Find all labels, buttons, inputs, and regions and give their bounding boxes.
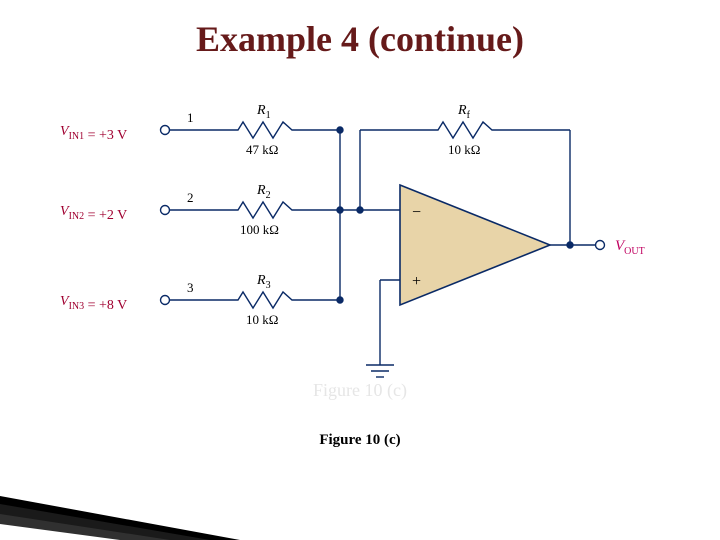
vin3-label: VIN3 = +8 V — [60, 294, 127, 313]
r2-value: 100 kΩ — [240, 222, 279, 237]
figure-watermark: Figure 10 (c) — [0, 380, 720, 401]
node-3-label: 3 — [187, 280, 194, 295]
circuit-diagram: VIN1 = +3 V 1 VIN2 = +2 V 2 VIN3 = +8 V … — [60, 90, 680, 400]
page-title: Example 4 (continue) — [0, 18, 720, 60]
r3-value: 10 kΩ — [246, 312, 278, 327]
corner-wedge-decoration — [0, 470, 300, 540]
vin2-label: VIN2 = +2 V — [60, 204, 127, 223]
figure-caption: Figure 10 (c) — [0, 432, 720, 449]
node-2-label: 2 — [187, 190, 194, 205]
vin1-label: VIN1 = +3 V — [60, 124, 127, 143]
r1-name: R1 — [256, 103, 271, 121]
r1-value: 47 kΩ — [246, 142, 278, 157]
r3-name: R3 — [256, 273, 271, 291]
vout-label: VOUT — [615, 238, 645, 257]
rf-name: Rf — [457, 103, 471, 121]
opamp-inv-sign: − — [412, 204, 421, 221]
opamp-noninv-sign: + — [412, 273, 421, 290]
node-1-label: 1 — [187, 110, 194, 125]
r2-name: R2 — [256, 183, 271, 201]
rf-value: 10 kΩ — [448, 142, 480, 157]
